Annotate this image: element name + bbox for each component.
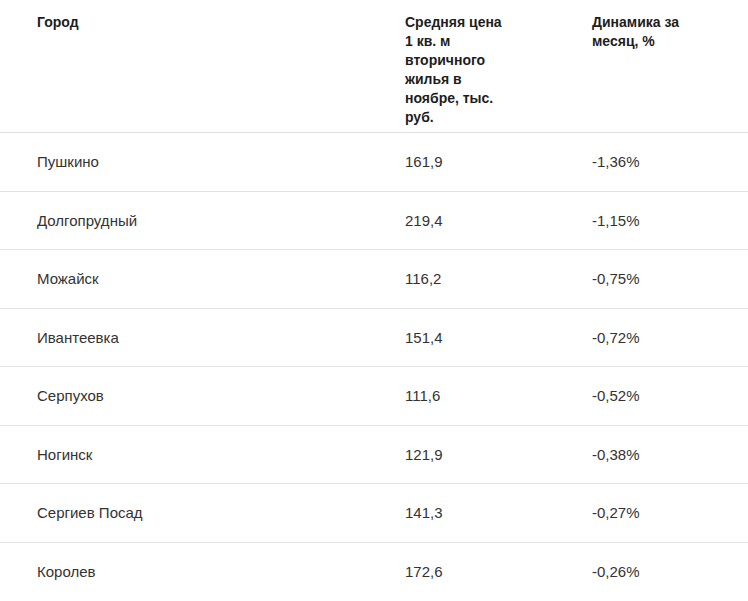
dynamics-value: -0,26%	[592, 563, 748, 580]
dynamics-value: -0,52%	[592, 387, 748, 404]
price-value: 161,9	[405, 153, 592, 170]
city-name: Пушкино	[37, 153, 405, 170]
table-row: Пушкино 161,9 -1,36%	[0, 133, 748, 192]
city-name: Долгопрудный	[37, 212, 405, 229]
column-header-city: Город	[37, 13, 405, 32]
city-name: Ногинск	[37, 446, 405, 463]
price-value: 141,3	[405, 504, 592, 521]
city-name: Можайск	[37, 270, 405, 287]
price-value: 121,9	[405, 446, 592, 463]
column-header-month-dynamics: Динамика за месяц, %	[592, 13, 748, 51]
price-value: 116,2	[405, 270, 592, 287]
table-row: Долгопрудный 219,4 -1,15%	[0, 192, 748, 251]
table-row: Ногинск 121,9 -0,38%	[0, 426, 748, 485]
city-name: Серпухов	[37, 387, 405, 404]
table-header-row: Город Средняя цена 1 кв. м вторичного жи…	[0, 0, 748, 133]
city-secondary-housing-price-table: Город Средняя цена 1 кв. м вторичного жи…	[0, 0, 748, 601]
dynamics-value: -0,72%	[592, 329, 748, 346]
table-row: Сергиев Посад 141,3 -0,27%	[0, 484, 748, 543]
city-name: Ивантеевка	[37, 329, 405, 346]
table-row: Ивантеевка 151,4 -0,72%	[0, 309, 748, 368]
table-row: Королев 172,6 -0,26%	[0, 543, 748, 601]
table-row: Можайск 116,2 -0,75%	[0, 250, 748, 309]
table-row: Серпухов 111,6 -0,52%	[0, 367, 748, 426]
city-name: Королев	[37, 563, 405, 580]
column-header-avg-price: Средняя цена 1 кв. м вторичного жилья в …	[405, 13, 592, 127]
dynamics-value: -0,38%	[592, 446, 748, 463]
price-value: 111,6	[405, 387, 592, 404]
city-name: Сергиев Посад	[37, 504, 405, 521]
price-value: 219,4	[405, 212, 592, 229]
dynamics-value: -0,27%	[592, 504, 748, 521]
price-value: 172,6	[405, 563, 592, 580]
table-body: Пушкино 161,9 -1,36% Долгопрудный 219,4 …	[0, 133, 748, 601]
dynamics-value: -1,15%	[592, 212, 748, 229]
dynamics-value: -1,36%	[592, 153, 748, 170]
price-value: 151,4	[405, 329, 592, 346]
dynamics-value: -0,75%	[592, 270, 748, 287]
